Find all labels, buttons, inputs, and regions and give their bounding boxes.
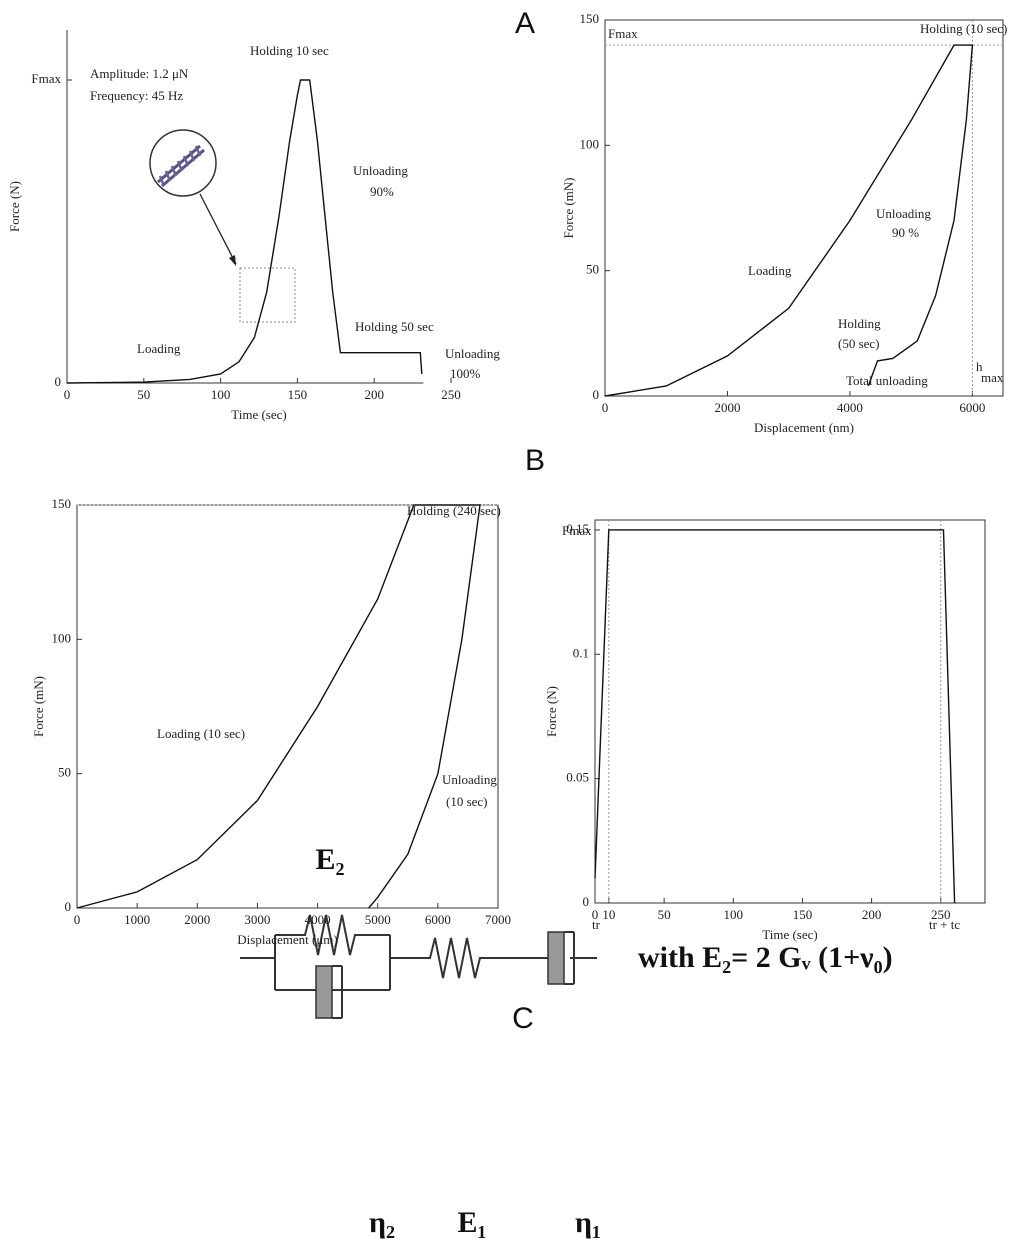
model-label: E₁: [457, 1206, 486, 1239]
annotation: h: [976, 359, 983, 374]
x-tick-label: 7000: [485, 912, 511, 927]
annotation: tr: [592, 917, 601, 932]
annotation: (10 sec): [446, 794, 488, 809]
annotation: Fmax: [608, 26, 638, 41]
x-tick-label: 10: [602, 907, 615, 922]
y-tick-label: 0,15: [566, 521, 589, 536]
x-tick-label: 50: [658, 907, 671, 922]
data-line: [604, 44, 974, 397]
x-tick-label: 6000: [959, 400, 985, 415]
y-tick-label: 50: [586, 262, 599, 277]
data-line: [594, 529, 956, 904]
x-axis-label: Time (sec): [231, 407, 287, 422]
x-tick-label: 50: [137, 387, 150, 402]
y-tick-label: 0: [65, 899, 72, 914]
plot-frame: [76, 504, 499, 909]
x-tick-label: 100: [211, 387, 231, 402]
x-axis-label: Displacement (μm): [237, 932, 337, 947]
annotation: Amplitude: 1.2 μN: [90, 66, 189, 81]
annotation: 100%: [450, 366, 481, 381]
y-axis-label: Force (N): [544, 686, 559, 737]
y-tick-label: 0: [593, 387, 600, 402]
y-tick-label: 150: [580, 11, 600, 26]
annotation: Loading: [748, 263, 792, 278]
x-axis-label: Displacement (nm): [754, 420, 854, 435]
annotation: Fmax: [562, 523, 592, 538]
plot-frame: [594, 519, 986, 904]
model-label: η₂: [369, 1206, 395, 1239]
annotation: 90%: [370, 184, 394, 199]
panel-label: B: [525, 444, 545, 477]
model-label: E₂: [315, 843, 344, 876]
annotation: tr + tc: [929, 917, 960, 932]
y-tick-label: 100: [52, 630, 72, 645]
x-tick-label: 4000: [305, 912, 331, 927]
x-axis-label: Time (sec): [762, 927, 818, 942]
equation: with E₂= 2 Gᵥ (1+ν₀): [638, 941, 893, 974]
panel-label: C: [512, 1002, 534, 1035]
plot-frame: [604, 19, 1004, 397]
y-tick-label: 0: [583, 894, 590, 909]
x-tick-label: 250: [441, 387, 461, 402]
x-tick-label: 250: [931, 907, 951, 922]
annotation: Holding: [838, 316, 881, 331]
panel-label: A: [515, 7, 535, 40]
y-tick-label: 0.05: [566, 770, 589, 785]
x-tick-label: 3000: [244, 912, 270, 927]
y-tick-label: 50: [58, 765, 71, 780]
x-tick-label: 0: [592, 907, 599, 922]
annotation: max: [981, 370, 1004, 385]
y-tick-label: 100: [580, 136, 600, 151]
annotation: Holding 50 sec: [355, 319, 434, 334]
data-line: [76, 504, 481, 909]
annotation: Holding (240 sec): [407, 503, 501, 518]
annotation: Holding 10 sec: [250, 43, 329, 58]
x-tick-label: 200: [364, 387, 384, 402]
y-axis-label: Force (mN): [31, 676, 46, 737]
annotation: Holding (10 sec): [920, 21, 1007, 36]
annotation: Loading (10 sec): [157, 726, 245, 741]
x-tick-label: 4000: [837, 400, 863, 415]
y-axis-label: Force (mN): [561, 177, 576, 238]
x-tick-label: 0: [64, 387, 71, 402]
inset: [149, 129, 296, 323]
x-tick-label: 0: [74, 912, 81, 927]
x-tick-label: 100: [724, 907, 744, 922]
data-line: [66, 79, 423, 384]
annotation: 90 %: [892, 225, 919, 240]
x-tick-label: 200: [862, 907, 882, 922]
y-tick-label: 150: [52, 496, 72, 511]
x-tick-label: 150: [793, 907, 813, 922]
annotation: Unloading: [876, 206, 931, 221]
annotation: Loading: [137, 341, 181, 356]
x-tick-label: 6000: [425, 912, 451, 927]
y-tick-label: 0: [55, 374, 62, 389]
annotation: Unloading: [442, 772, 497, 787]
rheological-model: E₂ η₂ E₁ η₁ with E₂= 2 Gᵥ (1+ν₀): [240, 843, 893, 1239]
x-tick-label: 150: [288, 387, 308, 402]
annotation: Frequency: 45 Hz: [90, 88, 183, 103]
y-axis-label: Force (N): [7, 181, 22, 232]
x-tick-label: 1000: [124, 912, 150, 927]
annotation: Unloading: [445, 346, 500, 361]
x-tick-label: 5000: [365, 912, 391, 927]
annotation: (50 sec): [838, 336, 880, 351]
annotation: Total unloading: [846, 373, 928, 388]
annotation: Unloading: [353, 163, 408, 178]
model-label: η₁: [575, 1206, 601, 1239]
x-tick-label: 2000: [714, 400, 740, 415]
y-tick-label: 0.1: [573, 645, 589, 660]
x-tick-label: 0: [602, 400, 609, 415]
x-tick-label: 2000: [184, 912, 210, 927]
y-tick-label: Fmax: [31, 71, 61, 86]
